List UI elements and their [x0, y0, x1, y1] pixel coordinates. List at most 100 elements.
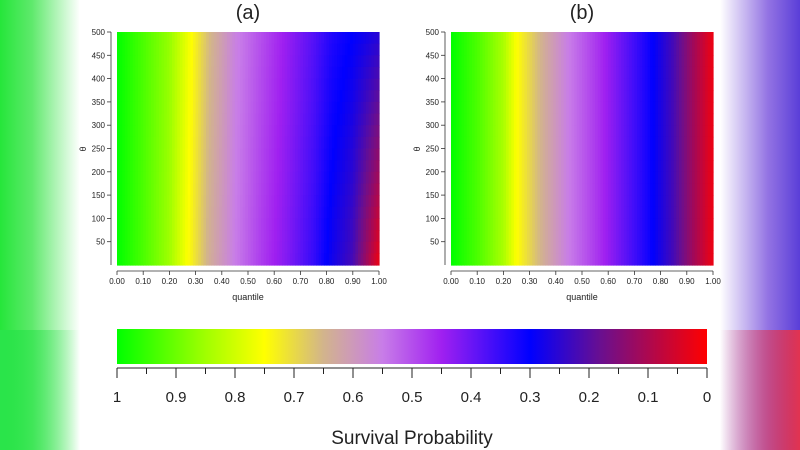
heatmap-cell	[227, 171, 231, 185]
heatmap-cell	[339, 241, 343, 254]
heatmap-cell	[642, 101, 646, 115]
heatmap-cell	[500, 125, 504, 138]
heatmap-cell	[190, 32, 194, 45]
heatmap-cell	[177, 171, 181, 185]
heatmap-cell	[707, 195, 711, 208]
heatmap-cell	[156, 160, 160, 173]
heatmap-cell	[253, 55, 257, 68]
heatmap-cell	[318, 136, 322, 150]
heatmap-cell	[692, 148, 696, 161]
heatmap-cell	[355, 113, 359, 126]
heatmap-cell	[681, 241, 685, 254]
heatmap-cell	[263, 43, 267, 56]
heatmap-cell	[453, 160, 457, 173]
heatmap-cell	[255, 195, 260, 208]
heatmap-cell	[216, 253, 220, 266]
heatmap-cell	[282, 32, 286, 45]
heatmap-cell	[117, 113, 121, 126]
heatmap-cell	[344, 43, 349, 56]
heatmap-cell	[316, 101, 320, 115]
heatmap-cell	[305, 218, 309, 231]
heatmap-cell	[308, 125, 312, 138]
heatmap-cell	[274, 90, 278, 103]
heatmap-cell	[282, 113, 286, 126]
colorbar-tick-label: 0.4	[461, 389, 482, 406]
heatmap-cell	[203, 78, 207, 91]
heatmap-cell	[300, 206, 304, 219]
x-tick-label: 0.40	[214, 277, 230, 286]
heatmap-cell	[707, 66, 711, 80]
heatmap-cell	[216, 218, 220, 231]
heatmap-cell	[151, 55, 155, 68]
heatmap-cell	[158, 125, 163, 138]
heatmap-cell	[342, 171, 346, 185]
heatmap-cell	[547, 195, 552, 208]
heatmap-cell	[200, 136, 205, 150]
heatmap-cell	[127, 195, 131, 208]
heatmap-cell	[458, 78, 463, 91]
heatmap-cell	[686, 230, 691, 243]
heatmap-cell	[337, 43, 341, 56]
heatmap-cell	[490, 90, 494, 103]
heatmap-cell	[592, 43, 596, 56]
heatmap-cell	[161, 183, 165, 196]
heatmap-cell	[516, 90, 520, 103]
heatmap-cell	[213, 43, 218, 56]
heatmap-cell	[613, 206, 617, 219]
heatmap-cell	[132, 90, 136, 103]
heatmap-cell	[274, 241, 278, 254]
heatmap-cell	[237, 125, 241, 138]
heatmap-cell	[156, 113, 160, 126]
heatmap-cell	[284, 43, 288, 56]
heatmap-cell	[550, 78, 554, 91]
heatmap-cell	[464, 66, 468, 80]
heatmap-cell	[618, 195, 622, 208]
heatmap-cell	[579, 55, 583, 68]
heatmap-cell	[644, 241, 649, 254]
heatmap-cell	[668, 113, 672, 126]
heatmap-cell	[555, 101, 560, 115]
heatmap-cell	[568, 43, 573, 56]
heatmap-cell	[318, 32, 322, 45]
heatmap-cell	[363, 230, 367, 243]
heatmap-cell	[592, 125, 596, 138]
heatmap-cell	[172, 78, 176, 91]
heatmap-cell	[671, 136, 675, 150]
heatmap-cell	[453, 43, 457, 56]
heatmap-cell	[707, 206, 711, 219]
heatmap-cell	[652, 101, 656, 115]
y-tick-label: 400	[92, 75, 106, 84]
heatmap-cell	[213, 32, 218, 45]
heatmap-cell	[190, 160, 194, 173]
heatmap-cell	[187, 171, 191, 185]
heatmap-cell	[631, 206, 635, 219]
heatmap-cell	[224, 136, 228, 150]
heatmap-cell	[192, 32, 197, 45]
heatmap-cell	[203, 90, 207, 103]
heatmap-cell	[694, 101, 698, 115]
heatmap-cell	[495, 90, 499, 103]
heatmap-cell	[655, 32, 659, 45]
heatmap-cell	[200, 171, 205, 185]
heatmap-cell	[642, 171, 646, 185]
heatmap-cell	[276, 160, 281, 173]
heatmap-cell	[490, 136, 494, 150]
heatmap-cell	[684, 195, 688, 208]
heatmap-cell	[329, 113, 333, 126]
heatmap-cell	[466, 171, 470, 185]
heatmap-cell	[676, 32, 680, 45]
heatmap-cell	[684, 183, 688, 196]
heatmap-cell	[130, 78, 134, 91]
heatmap-cell	[561, 55, 565, 68]
heatmap-cell	[456, 218, 460, 231]
y-tick-label: 500	[426, 28, 440, 37]
heatmap-cell	[513, 101, 518, 115]
heatmap-cell	[195, 66, 199, 80]
heatmap-cell	[553, 113, 557, 126]
heatmap-cell	[705, 136, 709, 150]
heatmap-cell	[124, 66, 129, 80]
heatmap-cell	[686, 171, 691, 185]
heatmap-cell	[671, 218, 675, 231]
heatmap-cell	[339, 183, 343, 196]
heatmap-cell	[182, 90, 186, 103]
